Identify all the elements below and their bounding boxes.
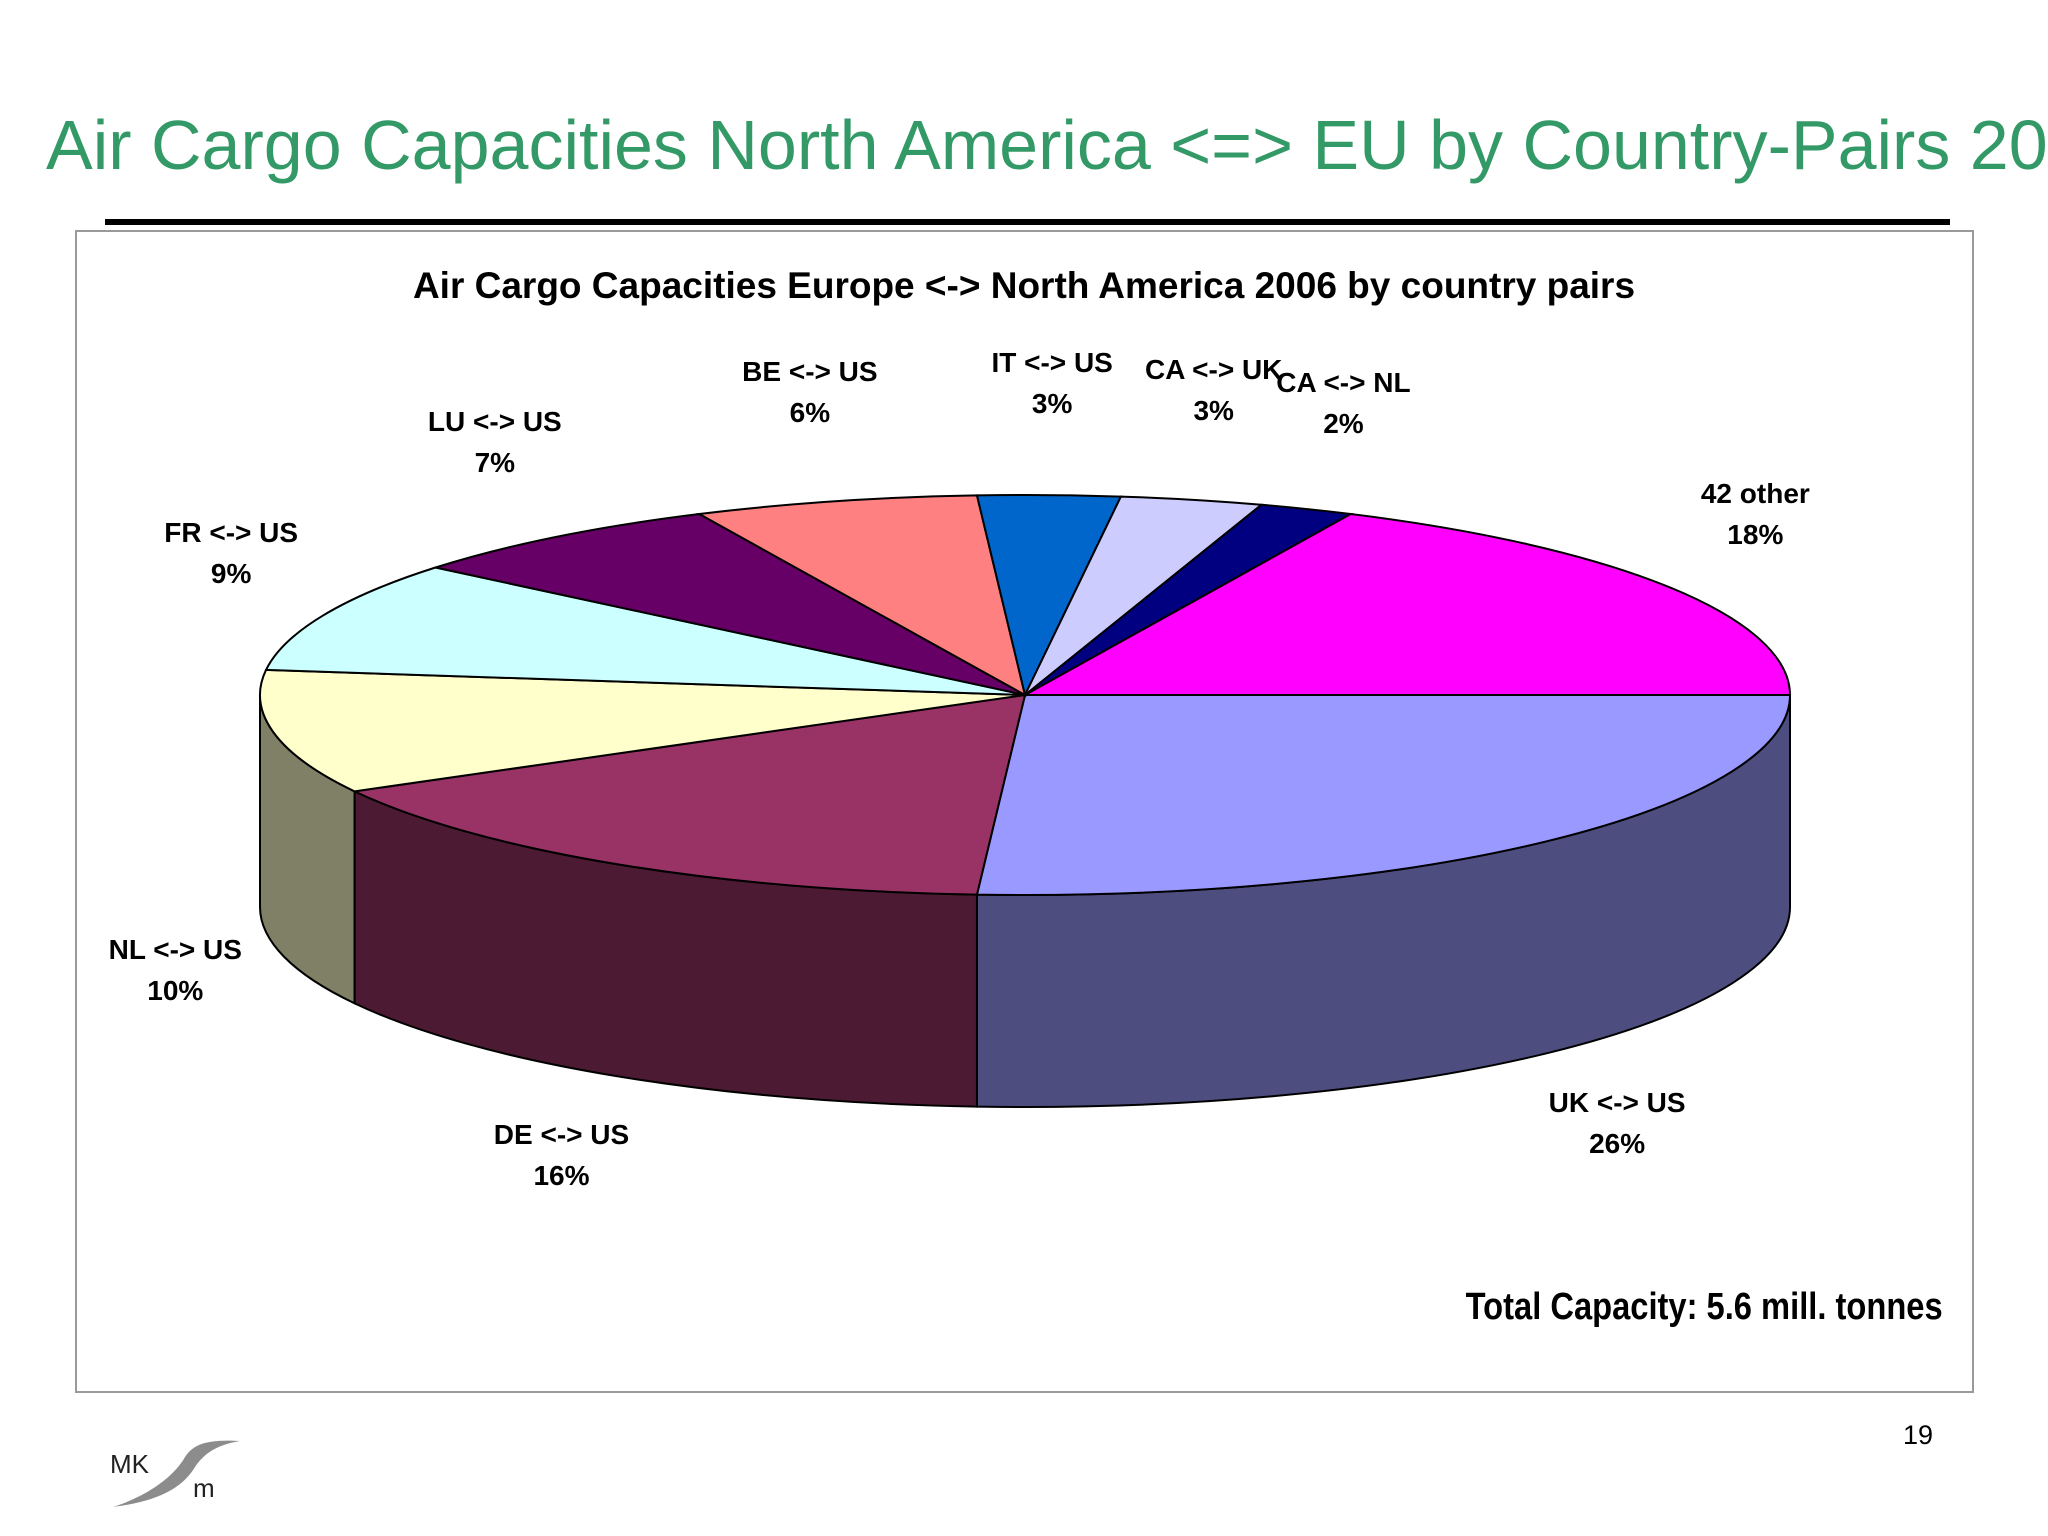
- pie-slice-fr-us: [264, 566, 1026, 696]
- slice-label-name: UK <-> US: [1548, 1086, 1686, 1118]
- slice-label-uk-us: UK <-> US 26%: [1549, 1082, 1686, 1164]
- slice-label-fr-us: FR <-> US 9%: [164, 512, 298, 594]
- pie-slice-uk-us: [975, 694, 1792, 896]
- slice-label-percent: 16%: [533, 1160, 590, 1192]
- slice-label-percent: 3%: [1193, 394, 1234, 426]
- logo-text-left: MK: [110, 1449, 149, 1479]
- slice-label-name: BE <-> US: [742, 355, 878, 387]
- pie-slice-be-us: [696, 494, 1027, 697]
- slice-label-name: DE <-> US: [493, 1119, 630, 1151]
- slice-label-percent: 2%: [1323, 407, 1364, 439]
- chart-title: Air Cargo Capacities Europe <-> North Am…: [412, 265, 1636, 306]
- pie-slice-lu-us: [431, 513, 1026, 696]
- company-logo: MK m: [105, 1435, 255, 1515]
- slice-label-percent: 18%: [1727, 518, 1784, 550]
- slice-label-percent: 9%: [210, 558, 252, 589]
- slice-label-percent: 26%: [1589, 1127, 1646, 1159]
- slice-label-percent: 3%: [1031, 388, 1073, 420]
- slice-label-name: IT <-> US: [991, 347, 1113, 379]
- slice-label-ca-nl: CA <-> NL 2%: [1276, 362, 1410, 444]
- pie-slice-42-other: [1021, 513, 1792, 696]
- slice-label-be-us: BE <-> US 6%: [742, 351, 877, 433]
- slice-label-42-other: 42 other 18%: [1701, 473, 1810, 555]
- slice-label-name: CA <-> UK: [1144, 353, 1283, 385]
- slice-label-nl-us: NL <-> US 10%: [109, 929, 242, 1011]
- slice-label-ca-uk: CA <-> UK 3%: [1145, 349, 1282, 431]
- title-divider: [105, 219, 1950, 225]
- logo-swoosh-icon: [113, 1440, 240, 1507]
- slice-label-name: NL <-> US: [108, 933, 242, 965]
- pie-slice-de-us: [351, 693, 1027, 896]
- slice-label-percent: 7%: [474, 447, 516, 479]
- slice-label-it-us: IT <-> US 3%: [991, 342, 1112, 424]
- slice-label-name: LU <-> US: [427, 406, 562, 438]
- slice-label-name: 42 other: [1700, 477, 1810, 509]
- total-capacity-note: Total Capacity: 5.6 mill. tonnes: [1466, 1286, 1943, 1328]
- page-number: 19: [1903, 1420, 1934, 1450]
- slice-label-percent: 10%: [147, 974, 204, 1006]
- slice-label-name: FR <-> US: [164, 517, 299, 548]
- slice-label-percent: 6%: [789, 396, 831, 428]
- slice-label-name: CA <-> NL: [1276, 366, 1411, 398]
- slice-label-lu-us: LU <-> US 7%: [428, 401, 562, 483]
- pie-slice-nl-us: [259, 668, 1026, 793]
- slice-label-de-us: DE <-> US 16%: [494, 1114, 629, 1196]
- slide-title: Air Cargo Capacities North America <=> E…: [46, 106, 2048, 184]
- logo-text-right: m: [193, 1473, 215, 1503]
